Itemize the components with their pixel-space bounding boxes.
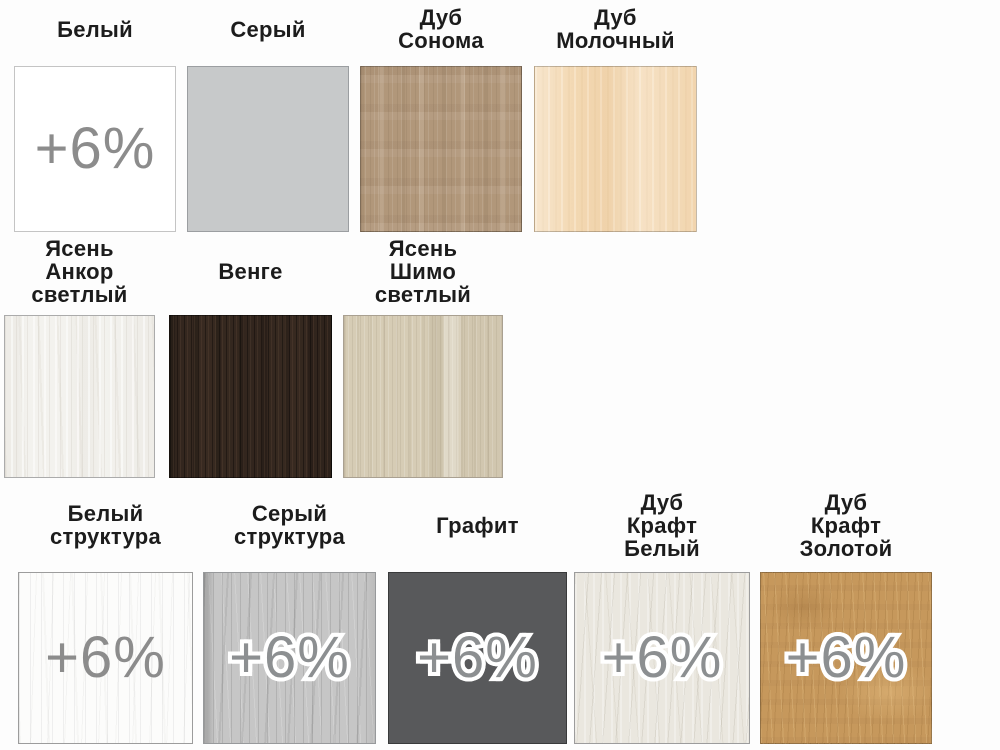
label-line: Дуб — [640, 489, 684, 515]
label-line: Ясень — [388, 236, 458, 261]
surcharge-badge-outline: +6% — [225, 625, 353, 691]
label-line: Серый — [230, 16, 306, 42]
swatch-label-dub-molochny: Дуб Молочный — [534, 0, 697, 66]
swatch-dub-kraft-beliy[interactable]: +6% +6% — [574, 572, 750, 744]
label-line: структура — [49, 524, 162, 549]
swatch-label-grafit: Графит — [388, 486, 567, 572]
swatch-label-yasen-shimo: Ясень Шимо светлый — [343, 236, 503, 315]
swatch-cell-yasen-shimo: Ясень Шимо светлый — [343, 236, 503, 478]
swatch-yasen-shimo[interactable] — [343, 315, 503, 478]
surcharge-badge: +6% +6% — [598, 625, 726, 691]
swatch-venge[interactable] — [169, 315, 332, 478]
label-line: Белый — [67, 501, 144, 526]
swatch-cell-beliy: Белый +6% +6% — [14, 0, 176, 232]
swatch-label-beliy-struktura: Белый структура — [18, 486, 193, 572]
swatch-cell-beliy-struktura: Белый структура +6% +6% — [18, 486, 193, 744]
swatch-label-beliy: Белый — [14, 0, 176, 66]
swatch-label-seryi: Серый — [187, 0, 349, 66]
label-line: Шимо — [389, 259, 457, 284]
label-line: Анкор — [45, 259, 114, 284]
label-line: Золотой — [799, 535, 893, 561]
label-line: Ясень — [45, 236, 114, 261]
swatch-cell-dub-molochny: Дуб Молочный — [534, 0, 697, 232]
label-line: структура — [233, 524, 346, 549]
swatch-label-seryi-struktura: Серый структура — [203, 486, 376, 572]
label-line: Крафт — [626, 512, 698, 538]
swatch-label-venge: Венге — [169, 236, 332, 315]
swatch-cell-seryi: Серый — [187, 0, 349, 232]
swatch-dub-molochny[interactable] — [534, 66, 697, 232]
surcharge-badge-text: +6% — [34, 116, 156, 181]
surcharge-badge: +6% +6% — [225, 625, 353, 691]
label-line: Белый — [57, 16, 133, 42]
swatch-beliy[interactable]: +6% +6% — [14, 66, 176, 232]
swatch-cell-seryi-struktura: Серый структура +6% +6% — [203, 486, 376, 744]
swatch-dub-sonoma[interactable] — [360, 66, 522, 232]
swatch-cell-grafit: Графит +6% +6% — [388, 486, 567, 744]
swatch-cell-dub-kraft-zolotoy: Дуб Крафт Золотой +6% +6% — [760, 486, 932, 744]
swatch-cell-dub-kraft-beliy: Дуб Крафт Белый +6% +6% — [574, 486, 750, 744]
label-line: светлый — [374, 282, 472, 307]
swatch-seryi-struktura[interactable]: +6% +6% — [203, 572, 376, 744]
label-line: светлый — [31, 282, 128, 307]
label-line: Молочный — [556, 28, 675, 53]
swatch-label-dub-kraft-zolotoy: Дуб Крафт Золотой — [760, 486, 932, 572]
swatch-cell-dub-sonoma: Дуб Сонома — [360, 0, 522, 232]
swatch-seryi[interactable] — [187, 66, 349, 232]
label-line: Графит — [436, 512, 519, 538]
label-line: Дуб — [419, 5, 463, 30]
swatch-cell-yasen-ankor: Ясень Анкор светлый — [4, 236, 155, 478]
surcharge-badge: +6% +6% — [413, 625, 541, 691]
label-line: Крафт — [810, 512, 882, 538]
label-line: Сонома — [398, 28, 484, 53]
swatch-label-yasen-ankor: Ясень Анкор светлый — [4, 236, 155, 315]
swatch-cell-venge: Венге — [169, 236, 332, 478]
swatch-label-dub-kraft-beliy: Дуб Крафт Белый — [574, 486, 750, 572]
swatch-yasen-ankor[interactable] — [4, 315, 155, 478]
label-line: Дуб — [594, 5, 637, 30]
surcharge-badge-text: +6% — [785, 625, 907, 690]
swatch-label-dub-sonoma: Дуб Сонома — [360, 0, 522, 66]
surcharge-badge-text: +6% — [229, 625, 350, 690]
label-line: Серый — [251, 501, 328, 526]
surcharge-badge-text: +6% — [417, 625, 538, 690]
label-line: Венге — [218, 259, 283, 284]
swatch-grafit[interactable]: +6% +6% — [388, 572, 567, 744]
surcharge-badge: +6% +6% — [782, 625, 910, 691]
surcharge-badge: +6% +6% — [35, 120, 156, 178]
surcharge-badge-text: +6% — [601, 625, 723, 690]
swatch-beliy-struktura[interactable]: +6% +6% — [18, 572, 193, 744]
surcharge-badge-outline: +6% — [782, 625, 910, 691]
surcharge-badge-outline: +6% — [598, 625, 726, 691]
label-line: Белый — [624, 535, 700, 561]
surcharge-badge: +6% +6% — [45, 629, 166, 687]
label-line: Дуб — [824, 489, 868, 515]
surcharge-badge-text: +6% — [45, 625, 166, 690]
surcharge-badge-outline: +6% — [413, 625, 541, 691]
swatch-dub-kraft-zolotoy[interactable]: +6% +6% — [760, 572, 932, 744]
